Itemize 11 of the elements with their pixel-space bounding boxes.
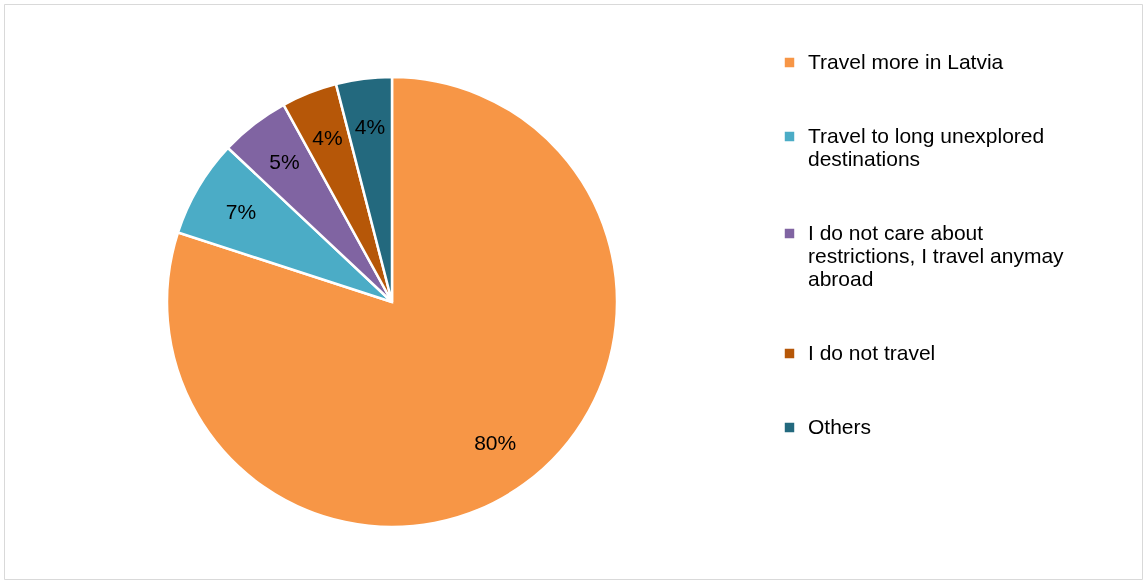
data-label: 5% xyxy=(269,150,300,174)
data-label: 4% xyxy=(312,125,343,149)
pie-slice xyxy=(166,75,619,528)
legend-label: I do not care about restrictions, I travel anymay abroad xyxy=(808,220,1065,290)
legend-label: Travel more in Latvia xyxy=(808,49,1004,73)
data-label: 7% xyxy=(225,199,257,223)
legend-label: I do not travel xyxy=(808,340,936,364)
legend-label: Travel to long unexplored destinations xyxy=(808,123,1045,170)
data-label: 80% xyxy=(474,430,517,454)
data-label: 4% xyxy=(354,114,386,138)
legend-label: Others xyxy=(808,414,872,438)
